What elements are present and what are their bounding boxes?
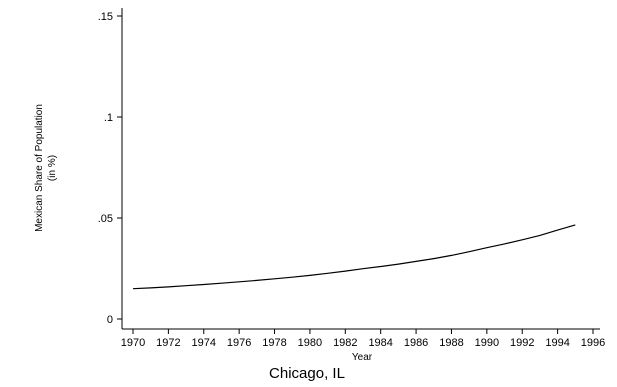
y-axis-title: Mexican Share of Population (in %): [34, 104, 58, 232]
x-tick-label: 1986: [404, 337, 428, 349]
y-axis-title-line2: (in %): [47, 155, 58, 181]
x-tick-label: 1976: [227, 337, 251, 349]
y-tick-label: .05: [98, 213, 113, 225]
y-tick-label: .1: [104, 112, 113, 124]
x-ticks: 1970 1972 1974 1976 1978 1980 1982 1984 1986 1988…: [121, 329, 605, 349]
x-tick-label: 1970: [121, 337, 145, 349]
x-axis-title: Year: [352, 352, 373, 363]
x-tick-label: 1980: [298, 337, 322, 349]
x-tick-label: 1984: [368, 337, 392, 349]
y-ticks: 0 .05 .1 .15: [98, 11, 122, 326]
y-axis-title-line1: Mexican Share of Population: [34, 104, 45, 232]
y-tick-label: .15: [98, 11, 113, 23]
series-layer: [132, 224, 576, 290]
x-tick-label: 1974: [192, 337, 216, 349]
series-line: [132, 224, 576, 290]
x-tick-label: 1990: [475, 337, 499, 349]
x-tick-label: 1996: [581, 337, 605, 349]
x-tick-label: 1988: [439, 337, 463, 349]
x-tick-label: 1992: [510, 337, 534, 349]
x-tick-label: 1982: [333, 337, 357, 349]
y-tick-label: 0: [107, 314, 113, 326]
x-tick-label: 1994: [545, 337, 569, 349]
x-tick-label: 1972: [156, 337, 180, 349]
axes: [121, 8, 600, 330]
chart-caption: Chicago, IL: [269, 365, 345, 382]
x-tick-label: 1978: [262, 337, 286, 349]
